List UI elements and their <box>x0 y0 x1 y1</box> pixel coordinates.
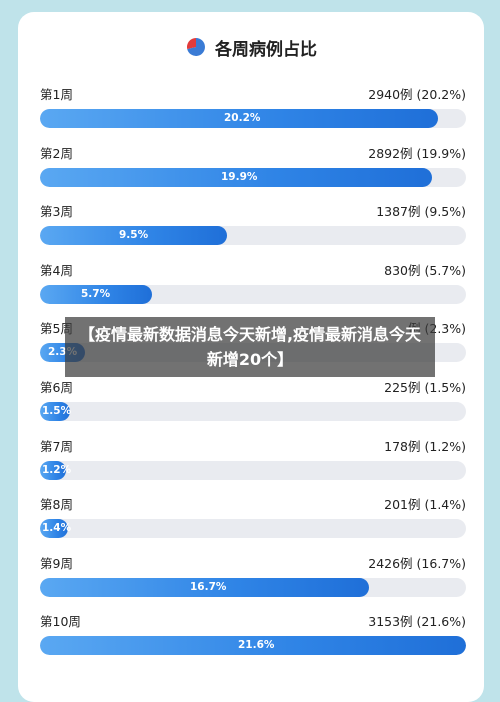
count-label: 201例 (1.4%) <box>384 497 466 513</box>
bar-row: 第7周 178例 (1.2%) 1.2% <box>18 436 484 494</box>
bar-row: 第1周 2940例 (20.2%) 20.2% <box>18 84 484 142</box>
bar-track: 5.7% <box>40 284 466 304</box>
bar-track: 1.5% <box>40 402 466 421</box>
category-label: 第8周 <box>40 497 73 513</box>
data-label: 1.4% <box>42 522 72 535</box>
count-label: 830例 (5.7%) <box>384 262 466 278</box>
bar-track: 1.4% <box>40 519 466 539</box>
data-label: 16.7% <box>190 580 227 593</box>
overlay-caption: 【疫情最新数据消息今天新增,疫情最新消息今天新增20个】 <box>65 317 435 377</box>
count-label: 3153例 (21.6%) <box>368 614 466 630</box>
data-label: 1.2% <box>42 463 72 476</box>
category-label: 第9周 <box>40 555 73 571</box>
data-label: 5.7% <box>81 287 111 300</box>
category-label: 第4周 <box>40 262 73 278</box>
bar-track: 1.2% <box>40 460 466 480</box>
count-label: 178例 (1.2%) <box>384 438 466 454</box>
category-label: 第2周 <box>40 145 73 161</box>
bar-track: 21.6% <box>40 636 466 656</box>
count-label: 2426例 (16.7%) <box>368 555 466 571</box>
category-label: 第3周 <box>40 204 73 220</box>
data-label: 20.2% <box>224 112 261 124</box>
count-label: 2940例 (20.2%) <box>368 87 466 102</box>
bar <box>40 636 466 656</box>
chart-header: 各周病例占比 <box>18 34 484 60</box>
bar-row: 第3周 1387例 (9.5%) 9.5% <box>18 201 484 259</box>
count-label: 1387例 (9.5%) <box>376 204 466 220</box>
data-label: 21.6% <box>238 639 275 652</box>
bar <box>40 519 68 539</box>
data-label: 9.5% <box>119 229 149 242</box>
chart-title: 各周病例占比 <box>215 39 317 60</box>
bar <box>40 402 70 421</box>
category-label: 第10周 <box>40 614 81 630</box>
category-label: 第6周 <box>40 380 73 395</box>
bar-row: 第10周 3153例 (21.6%) 21.6% <box>18 611 484 669</box>
bar <box>40 109 438 128</box>
count-label: 225例 (1.5%) <box>384 380 466 395</box>
category-label: 第7周 <box>40 438 73 454</box>
data-label: 19.9% <box>221 170 258 183</box>
bar-track: 16.7% <box>40 577 466 597</box>
pie-chart-icon <box>186 37 205 56</box>
bar-row: 第9周 2426例 (16.7%) 16.7% <box>18 553 484 611</box>
bar-row: 第4周 830例 (5.7%) 5.7% <box>18 260 484 318</box>
bar-track: 20.2% <box>40 109 466 128</box>
category-label: 第1周 <box>40 87 73 102</box>
bar <box>40 577 369 597</box>
data-label: 1.5% <box>42 405 72 417</box>
bar <box>40 460 66 480</box>
watermark: 承洋 <box>431 670 466 688</box>
bar-track: 19.9% <box>40 167 466 187</box>
bar <box>40 167 432 187</box>
bar-row: 第6周 225例 (1.5%) 1.5% <box>18 377 484 435</box>
count-label: 2892例 (19.9%) <box>368 145 466 161</box>
bar-row: 第8周 201例 (1.4%) 1.4% <box>18 494 484 552</box>
bar <box>40 284 152 304</box>
bar-track: 9.5% <box>40 226 466 246</box>
bar-row: 第2周 2892例 (19.9%) 19.9% <box>18 143 484 201</box>
bar <box>40 226 227 246</box>
category-label: 第5周 <box>40 321 73 337</box>
